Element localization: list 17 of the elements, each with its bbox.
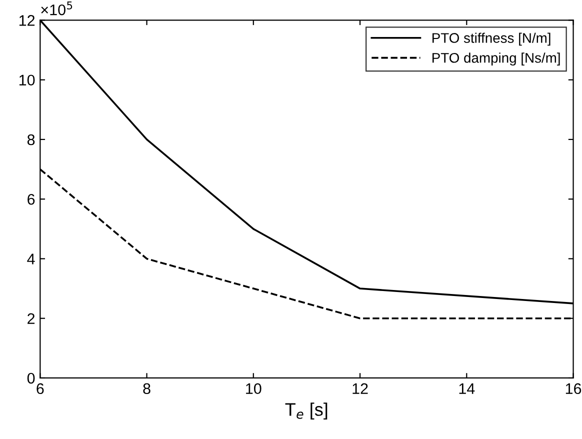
x-tick-label: 12 bbox=[352, 383, 368, 394]
text: ×10$^{5}$ bbox=[41, 1, 72, 16]
x-tick-label: 6 bbox=[36, 383, 44, 394]
legend-label: PTO stiffness [N/m] bbox=[432, 32, 550, 46]
x-tick-label: 16 bbox=[566, 383, 582, 394]
legend-label: PTO damping [Ns/m] bbox=[432, 52, 560, 66]
y-tick-label: 0 bbox=[27, 372, 35, 384]
y-tick-label: 8 bbox=[27, 134, 35, 146]
y-tick-label: 10 bbox=[19, 74, 35, 86]
x-tick-label: 10 bbox=[246, 383, 262, 394]
x-axis-title: T$_{e}$ [s] bbox=[285, 402, 328, 420]
y-tick-label: 6 bbox=[28, 194, 35, 205]
x-tick-label: 14 bbox=[459, 383, 475, 394]
y-tick-label: 2 bbox=[28, 313, 35, 324]
y-tick-label: 12 bbox=[19, 15, 35, 26]
x-tick-label: 8 bbox=[143, 383, 150, 394]
y-tick-label: 4 bbox=[27, 254, 35, 264]
